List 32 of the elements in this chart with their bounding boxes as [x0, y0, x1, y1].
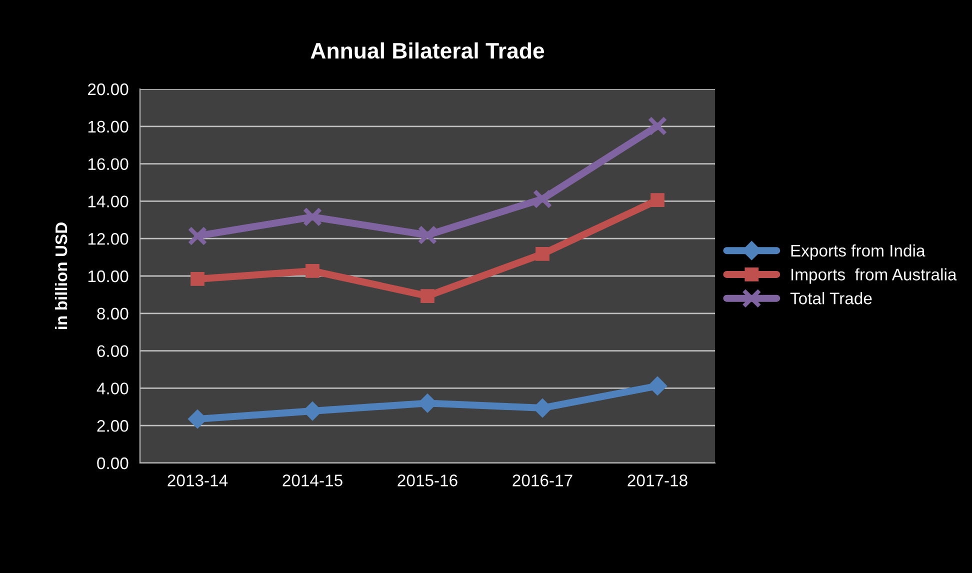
y-tick-label: 6.00 — [97, 345, 128, 358]
y-tick-label: 16.00 — [88, 158, 128, 170]
y-tick-label: 18.00 — [88, 120, 128, 133]
point — [420, 289, 434, 303]
y-tick-label: 4.00 — [96, 382, 128, 394]
y-tick-label: 8.00 — [97, 308, 128, 320]
y-tick-label: 0.00 — [97, 457, 128, 470]
y-axis-title: in billion USD — [54, 222, 68, 329]
x-tick-label: 2015-16 — [398, 474, 458, 486]
point — [648, 116, 668, 136]
y-tick-label: 20.00 — [88, 83, 128, 96]
point — [648, 376, 668, 396]
point — [536, 246, 550, 261]
x-tick-label: 2014-15 — [282, 474, 342, 486]
y-tick-label: 10.00 — [88, 270, 128, 282]
x-tick-label: 2017-18 — [628, 474, 688, 486]
chart-title: Annual Bilateral Trade — [310, 42, 544, 59]
x-tick-label: 2016-17 — [512, 474, 572, 486]
point — [418, 225, 438, 245]
legend-label: Total Trade — [790, 292, 872, 304]
point — [188, 226, 208, 246]
point — [650, 193, 664, 208]
legend-label: Exports from India — [791, 244, 926, 260]
point — [190, 272, 204, 286]
y-tick-label: 12.00 — [88, 233, 128, 245]
point — [532, 189, 552, 209]
legend-label: Imports from Australia — [792, 268, 957, 284]
y-tick-label: 2.00 — [97, 420, 128, 432]
x-tick-label: 2013-14 — [168, 474, 228, 486]
point — [306, 264, 320, 278]
point — [302, 207, 322, 227]
y-tick-label: 14.00 — [88, 196, 128, 208]
